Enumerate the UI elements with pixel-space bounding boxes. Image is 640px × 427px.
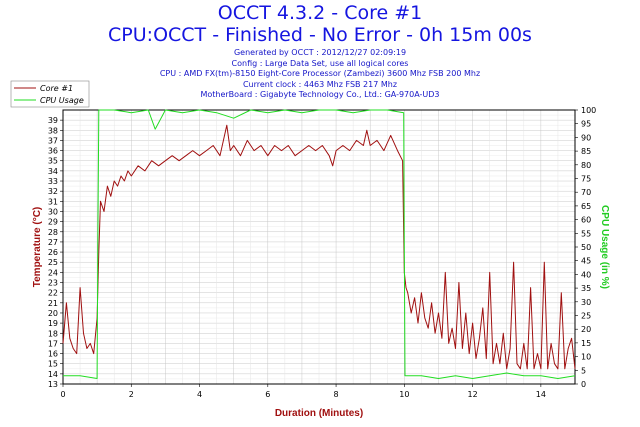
info-cpu: CPU : AMD FX(tm)-8150 Eight-Core Process… xyxy=(159,69,481,79)
x-axis-label: Duration (Minutes) xyxy=(275,408,363,419)
y-tick-label: 33 xyxy=(48,177,58,186)
y-tick-label: 21 xyxy=(48,299,58,308)
y-tick-label: 25 xyxy=(48,258,58,267)
y2-axis-label: CPU Usage (in %) xyxy=(599,205,610,289)
y-tick-label: 36 xyxy=(48,147,58,156)
y2-tick-label: 85 xyxy=(581,147,591,156)
y-tick-label: 31 xyxy=(48,197,58,206)
x-tick-label: 8 xyxy=(334,390,339,399)
y-axis-label: Temperature (°C) xyxy=(32,207,43,288)
y2-tick-label: 20 xyxy=(581,325,591,334)
grid xyxy=(63,110,575,385)
x-tick-label: 2 xyxy=(129,390,134,399)
info-clock: Current clock : 4463 Mhz FSB 217 Mhz xyxy=(242,79,398,89)
y-tick-label: 19 xyxy=(48,319,58,328)
y2-tick-label: 35 xyxy=(581,284,591,293)
x-tick-label: 14 xyxy=(536,390,546,399)
y-tick-label: 30 xyxy=(48,207,58,216)
y2-tick-label: 75 xyxy=(581,175,591,184)
y-tick-label: 24 xyxy=(48,268,58,277)
legend-cpu-label: CPU Usage xyxy=(40,96,84,105)
y-tick-label: 28 xyxy=(48,228,58,237)
y2-tick-label: 60 xyxy=(581,216,591,225)
y-tick-label: 26 xyxy=(48,248,58,257)
y-tick-label: 35 xyxy=(48,157,58,166)
y2-tick-label: 70 xyxy=(581,188,591,197)
y2-tick-label: 95 xyxy=(581,120,591,129)
y2-tick-label: 40 xyxy=(581,270,591,279)
legend-core-label: Core #1 xyxy=(40,84,73,93)
info-generated: Generated by OCCT : 2012/12/27 02:09:19 xyxy=(233,48,407,57)
y2-tick-label: 15 xyxy=(581,339,591,348)
y-tick-label: 22 xyxy=(48,289,58,298)
legend-box xyxy=(10,80,90,108)
y2-tick-label: 65 xyxy=(581,202,591,211)
legend: Core #1 CPU Usage xyxy=(10,80,90,108)
y-tick-label: 32 xyxy=(48,187,58,196)
y-tick-label: 18 xyxy=(48,329,58,338)
y-tick-label: 29 xyxy=(48,218,58,227)
y-tick-label: 16 xyxy=(48,350,58,359)
x-tick-label: 12 xyxy=(468,390,478,399)
y-tick-label: 14 xyxy=(48,370,58,379)
y2-tick-label: 100 xyxy=(581,106,596,115)
info-motherboard: MotherBoard : Gigabyte Technology Co., L… xyxy=(200,90,440,100)
y-tick-label: 34 xyxy=(48,167,58,176)
y2-tick-label: 80 xyxy=(581,161,591,170)
y-tick-label: 15 xyxy=(48,360,58,369)
y-tick-label: 20 xyxy=(48,309,58,318)
y-tick-label: 37 xyxy=(48,136,58,145)
info-config: Config : Large Data Set, use all logical… xyxy=(231,58,409,68)
y-tick-label: 17 xyxy=(48,339,58,348)
x-tick-label: 6 xyxy=(265,390,270,399)
y2-tick-label: 90 xyxy=(581,133,591,142)
y-tick-label: 27 xyxy=(48,238,58,247)
x-tick-label: 0 xyxy=(60,390,65,399)
y2-tick-label: 10 xyxy=(581,353,591,362)
y-tick-label: 23 xyxy=(48,279,58,288)
y2-tick-label: 45 xyxy=(581,257,591,266)
series-group xyxy=(62,109,576,379)
x-tick-label: 10 xyxy=(399,390,409,399)
y2-tick-label: 50 xyxy=(581,243,591,252)
y-tick-label: 39 xyxy=(48,116,58,125)
tick-labels: 1314151617181920212223242526272829303132… xyxy=(48,106,596,399)
x-tick-label: 4 xyxy=(197,390,202,399)
series-core-line xyxy=(62,124,576,370)
chart-subtitle: CPU:OCCT - Finished - No Error - 0h 15m … xyxy=(108,24,532,46)
y2-tick-label: 0 xyxy=(581,380,586,389)
chart-title: OCCT 4.3.2 - Core #1 xyxy=(217,2,423,24)
y2-tick-label: 5 xyxy=(581,366,586,375)
y-tick-label: 13 xyxy=(48,380,58,389)
y2-tick-label: 55 xyxy=(581,229,591,238)
y2-tick-label: 30 xyxy=(581,298,591,307)
series-cpu-line xyxy=(63,109,576,379)
y-tick-label: 38 xyxy=(48,126,58,135)
y2-tick-label: 25 xyxy=(581,312,591,321)
